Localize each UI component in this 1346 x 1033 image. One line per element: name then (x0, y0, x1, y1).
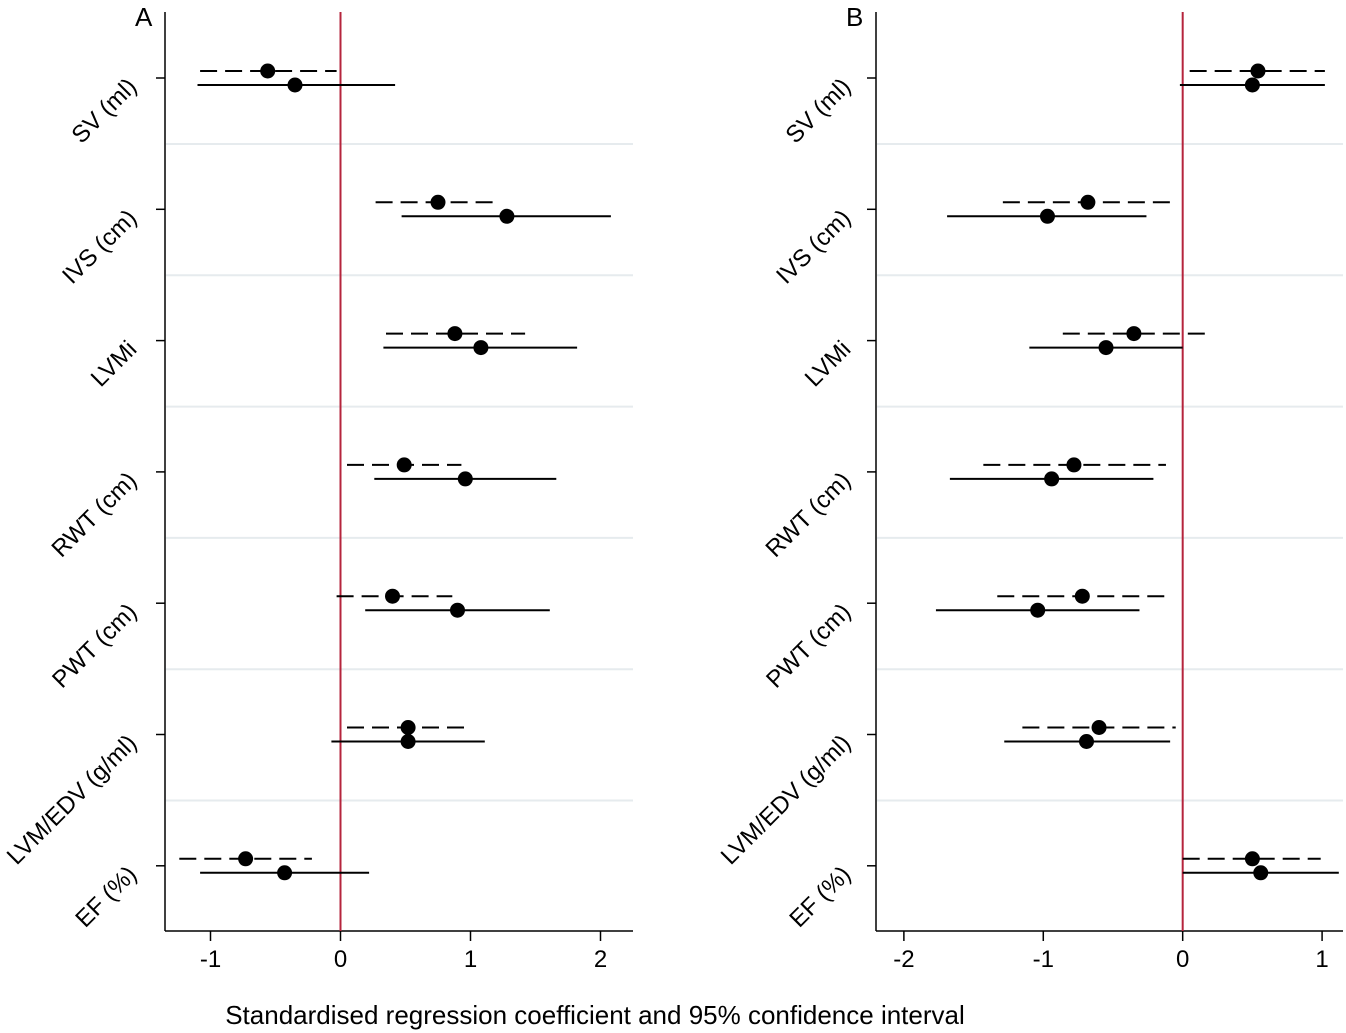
panel-label: A (135, 2, 153, 32)
forest-row: LVM/EDV (g/ml) (716, 720, 1176, 870)
panel-B: -2 -1 0 1 B SV (ml) IVS (cm) LVMi RWT (cm) PWT (c… (716, 2, 1343, 973)
estimate-point-dashed (396, 457, 412, 473)
forest-row: SV (ml) (781, 63, 1325, 149)
estimate-point-solid (277, 865, 293, 881)
panel-A: -1 0 1 2 A SV (ml) IVS (cm) LVMi RWT (cm) PWT (cm… (2, 2, 633, 973)
x-tick-label: -1 (1033, 946, 1054, 973)
estimate-point-dashed (1244, 851, 1260, 867)
estimate-point-solid (1078, 734, 1094, 749)
forest-row: EF (%) (784, 851, 1339, 933)
row-label: IVS (cm) (771, 204, 856, 289)
estimate-point-solid (473, 340, 489, 356)
estimate-point-dashed (260, 63, 276, 79)
estimate-point-solid (1253, 865, 1269, 881)
estimate-point-dashed (1080, 194, 1096, 210)
estimate-point-solid (287, 77, 303, 93)
x-tick-label: -2 (893, 946, 914, 973)
estimate-point-solid (499, 208, 515, 224)
forest-row: EF (%) (70, 851, 370, 933)
row-label: LVM/EDV (g/ml) (716, 730, 856, 870)
forest-row: PWT (cm) (47, 588, 550, 693)
row-label: RWT (cm) (46, 467, 142, 563)
row-label: SV (ml) (781, 73, 857, 149)
row-label: LVMi (800, 336, 857, 393)
estimate-point-dashed (400, 720, 416, 735)
row-label: PWT (cm) (47, 598, 142, 693)
estimate-point-dashed (1091, 720, 1107, 735)
estimate-point-solid (1098, 340, 1114, 356)
forest-row: LVMi (86, 326, 578, 393)
estimate-point-dashed (1126, 326, 1142, 342)
forest-row: SV (ml) (67, 63, 396, 149)
estimate-point-dashed (1066, 457, 1082, 473)
row-label: LVMi (86, 336, 143, 393)
x-tick-label: 1 (1315, 946, 1328, 973)
estimate-point-dashed (430, 194, 446, 210)
estimate-point-solid (450, 602, 465, 618)
row-label: IVS (cm) (57, 204, 142, 289)
estimate-point-solid (1030, 602, 1046, 618)
estimate-point-dashed (385, 588, 400, 604)
x-tick-label: 2 (594, 946, 607, 973)
row-label: PWT (cm) (761, 598, 856, 693)
x-tick-label: -1 (200, 946, 221, 973)
estimate-point-solid (1039, 208, 1055, 224)
x-tick-label: 0 (334, 946, 347, 973)
forest-row: LVM/EDV (g/ml) (2, 720, 485, 870)
estimate-point-solid (1244, 77, 1260, 93)
estimate-point-dashed (1074, 588, 1090, 604)
row-label: LVM/EDV (g/ml) (2, 730, 142, 870)
estimate-point-solid (400, 734, 416, 749)
forest-row: PWT (cm) (761, 588, 1172, 693)
estimate-point-solid (457, 471, 473, 487)
forest-row: RWT (cm) (46, 457, 557, 563)
estimate-point-dashed (447, 326, 463, 342)
panel-label: B (846, 2, 863, 32)
row-label: RWT (cm) (760, 467, 856, 563)
row-label: SV (ml) (67, 73, 143, 149)
x-tick-label: 1 (464, 946, 477, 973)
x-axis-title: Standardised regression coefficient and … (225, 1000, 965, 1030)
x-tick-label: 0 (1176, 946, 1189, 973)
estimate-point-dashed (238, 851, 254, 867)
forest-row: LVMi (800, 326, 1205, 392)
row-label: EF (%) (70, 861, 142, 933)
forest-row: RWT (cm) (760, 457, 1166, 563)
estimate-point-dashed (1250, 63, 1266, 79)
row-label: EF (%) (784, 861, 856, 933)
estimate-point-solid (1044, 471, 1060, 487)
